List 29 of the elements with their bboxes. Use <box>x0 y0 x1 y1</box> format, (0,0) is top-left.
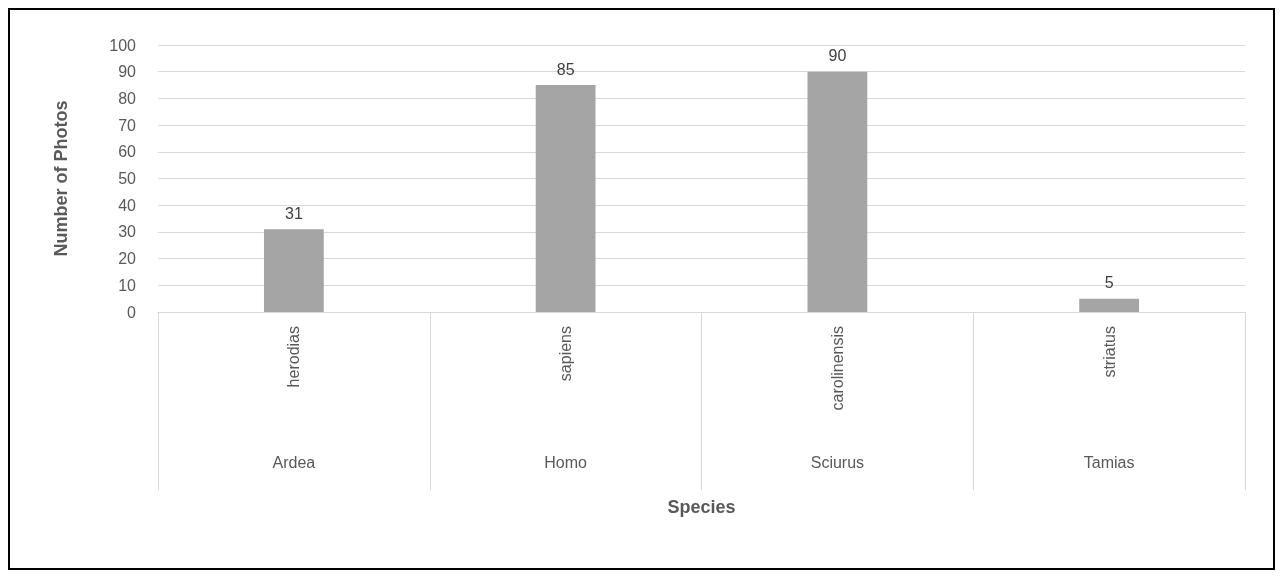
y-tick-label: 30 <box>118 223 137 241</box>
y-tick-label: 60 <box>118 143 137 161</box>
text: Tamias <box>1083 453 1135 471</box>
y-tick-label: 80 <box>118 89 137 107</box>
bar <box>1079 298 1140 312</box>
y-tick-label: 70 <box>118 116 137 134</box>
bar <box>807 71 868 312</box>
x-tick-label: striatus <box>1100 326 1118 378</box>
y-axis-title: Number of Photos <box>51 100 71 257</box>
text: Ardea <box>272 453 316 471</box>
y-tick-label: 40 <box>118 196 137 214</box>
data-label: 31 <box>284 204 303 222</box>
y-tick-label: 0 <box>127 303 137 321</box>
y-tick-label: 50 <box>118 170 137 187</box>
y-tick-label: 20 <box>118 250 137 268</box>
data-label: 85 <box>556 60 575 78</box>
data-label: 90 <box>828 47 847 65</box>
y-tick-label: 10 <box>118 276 137 294</box>
text: Homo <box>544 453 588 471</box>
data-label: 5 <box>1104 274 1114 292</box>
bar <box>263 229 324 312</box>
y-tick-label: 90 <box>118 63 137 81</box>
x-axis-title: Species <box>667 497 736 517</box>
text: Sciurus <box>810 453 865 471</box>
x-tick-label: herodias <box>285 326 303 388</box>
x-tick-label: carolinensis <box>828 326 846 411</box>
x-tick-label: sapiens <box>557 326 575 382</box>
bar <box>535 85 596 312</box>
y-tick-label: 100 <box>109 36 137 54</box>
